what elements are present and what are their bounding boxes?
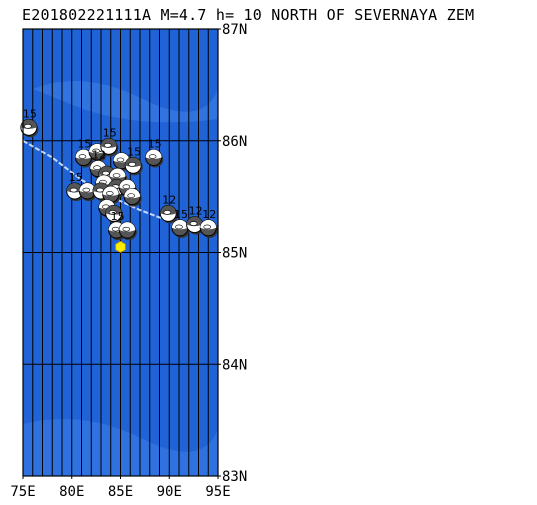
beachball-pole [96, 187, 104, 193]
beachball-label: 12 [92, 149, 106, 162]
beachball-icon: 15 [171, 208, 190, 238]
beachball-label: 15 [111, 210, 125, 223]
lat-tick-label: 84N [222, 357, 247, 373]
lat-tick-label: 83N [222, 469, 247, 485]
beachball-pole [82, 187, 91, 193]
beachball-label: 12 [189, 205, 203, 218]
lat-tick-label: 85N [222, 246, 247, 262]
beachball-label: 15 [69, 171, 83, 184]
beachball-pole [116, 157, 125, 163]
beachball-pole [93, 165, 101, 170]
epicenter-hexagon-icon [115, 240, 126, 253]
beachball-pole [122, 226, 131, 232]
beachball-label: 15 [23, 107, 37, 120]
lon-tick-label: 75E [10, 484, 35, 500]
beachball-pole [111, 226, 120, 232]
beachball-icon: 12 [159, 193, 178, 224]
beachball-pole [127, 193, 135, 198]
lat-tick-label: 87N [222, 22, 247, 38]
map-title: E201802221111A M=4.7 h= 10 NORTH OF SEVE… [22, 6, 475, 24]
beachball-pole [92, 148, 100, 154]
lon-tick-label: 95E [205, 484, 230, 500]
beachball-label: 15 [148, 138, 162, 151]
beachball-label: 15 [103, 126, 117, 139]
beachball-pole [148, 154, 157, 159]
beachball-icon [118, 221, 137, 241]
beachball-pole [104, 143, 112, 148]
beachball-pole [163, 210, 172, 215]
lon-tick-label: 90E [157, 484, 182, 500]
map-axes: 75E 80E 85E 90E 95E 87N 86N 85N 84N 83N [10, 22, 247, 500]
beachball-icon: 15 [100, 126, 119, 157]
lon-tick-label: 80E [59, 484, 84, 500]
beachball-pole [189, 221, 198, 226]
beachball-label: 15 [77, 138, 91, 151]
beachball-label: 15 [127, 145, 141, 158]
beachball-icon: 12 [186, 205, 205, 235]
beachball-icon: 15 [145, 138, 164, 168]
beachball-pole [108, 210, 117, 215]
beachball-icon: 12 [199, 208, 218, 238]
beachball-pole [175, 224, 183, 230]
beachball-pole [122, 184, 131, 189]
beachball-icon [105, 204, 124, 224]
beachball-label: 12 [202, 208, 216, 221]
lon-tick-label: 85E [108, 484, 133, 500]
lat-tick-label: 86N [222, 134, 247, 150]
beachball-icon: 15 [124, 145, 143, 176]
epicenter-marker [115, 240, 126, 253]
beachball-pole [105, 191, 114, 196]
shallow-shelf [33, 81, 218, 123]
beachball-label: 12 [162, 193, 176, 206]
beachball-pole [69, 187, 78, 193]
map-grid [23, 29, 218, 476]
beachball-pole [203, 224, 212, 230]
beachball-icon [123, 188, 142, 207]
beachball-pole [102, 170, 110, 176]
beachball-pole [128, 162, 136, 167]
beachball-pole [24, 124, 32, 129]
beachball-label: 15 [174, 208, 188, 221]
beachball-icon: 15 [20, 107, 39, 138]
beachball-pole [112, 173, 121, 178]
beachball-pole [78, 154, 87, 159]
